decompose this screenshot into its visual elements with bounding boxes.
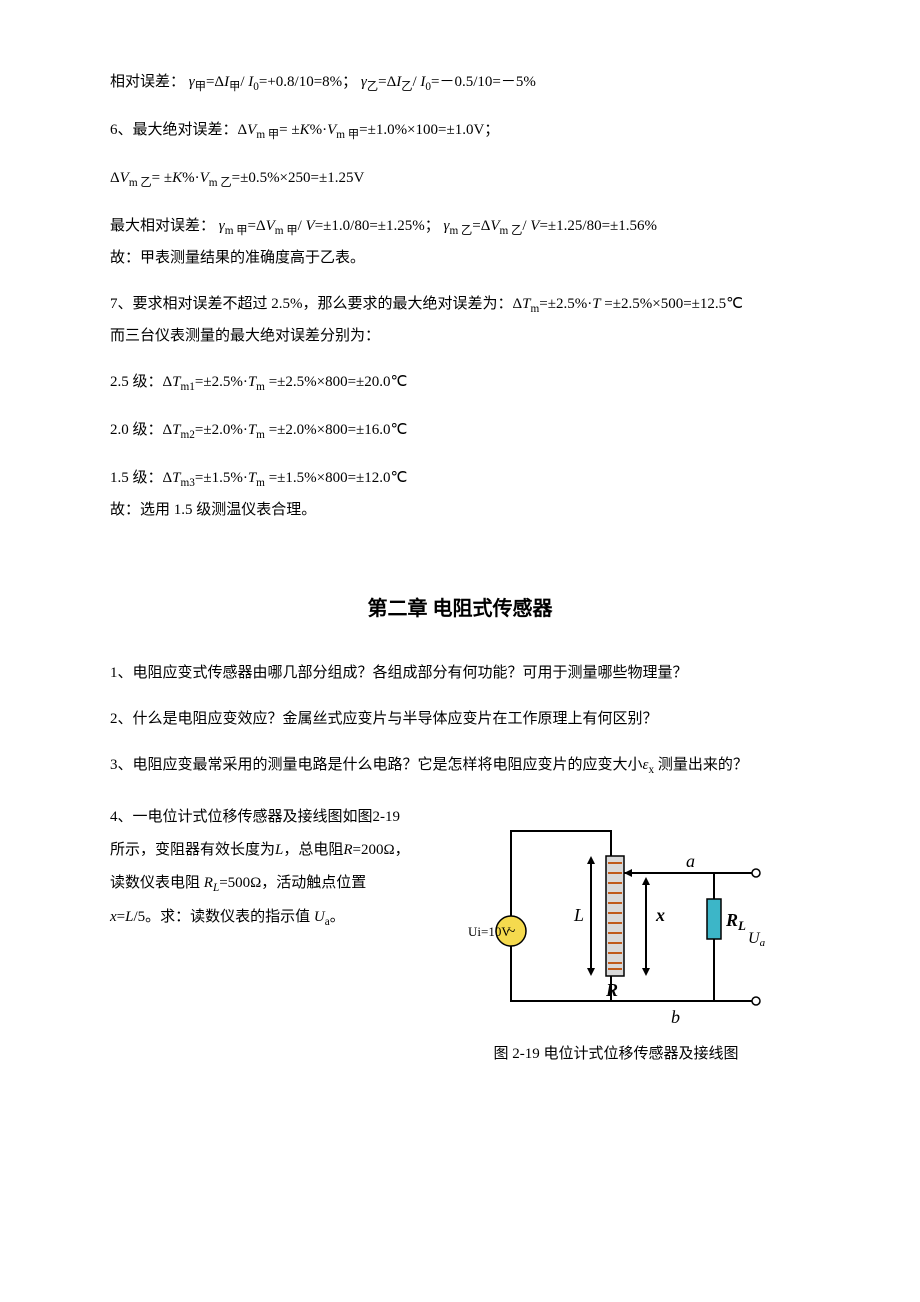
para-relative-error: 相对误差： γ甲=ΔI甲/ I0=+0.8/10=8%； γ乙=ΔI乙/ I0=… (110, 70, 810, 96)
question-3: 3、电阻应变最常采用的测量电路是什么电路？它是怎样将电阻应变片的应变大小εx 测… (110, 753, 810, 779)
question-1: 1、电阻应变式传感器由哪几部分组成？各组成部分有何功能？可用于测量哪些物理量？ (110, 661, 810, 685)
para-q6-conclusion: 故：甲表测量结果的准确度高于乙表。 (110, 246, 810, 270)
para-q6-line1: 6、最大绝对误差：ΔVm 甲= ±K%·Vm 甲=±1.0%×100=±1.0V… (110, 118, 810, 144)
para-q7-level25: 2.5 级：ΔTm1=±2.5%·Tm =±2.5%×800=±20.0℃ (110, 370, 810, 396)
terminal-b (752, 997, 760, 1005)
para-q6-line2: ΔVm 乙= ±K%·Vm 乙=±0.5%×250=±1.25V (110, 166, 810, 192)
slider-arrow-icon (624, 869, 632, 877)
figure-caption: 图 2-19 电位计式位移传感器及接线图 (422, 1042, 810, 1063)
source-label: Ui=10V (468, 924, 511, 939)
label-R: R (605, 980, 618, 1000)
para-q7-conclusion: 故：选用 1.5 级测温仪表合理。 (110, 498, 810, 522)
label-x: x (655, 905, 665, 925)
question-4-block: 4、一电位计式位移传感器及接线图如图2-19 所示，变阻器有效长度为L，总电阻R… (110, 801, 810, 1063)
question-4-text: 4、一电位计式位移传感器及接线图如图2-19 所示，变阻器有效长度为L，总电阻R… (110, 801, 410, 935)
label-a: a (686, 851, 695, 871)
para-q7-level20: 2.0 级：ΔTm2=±2.0%·Tm =±2.0%×800=±16.0℃ (110, 418, 810, 444)
label-RL: RL (725, 910, 746, 933)
label-b: b (671, 1007, 680, 1027)
label-L: L (573, 905, 584, 925)
figure-2-19: ~ Ui=10V (422, 801, 810, 1063)
circuit-diagram: ~ Ui=10V (456, 801, 776, 1031)
para-q7-line1: 7、要求相对误差不超过 2.5%，那么要求的最大绝对误差为：ΔTm=±2.5%·… (110, 292, 810, 318)
page: 相对误差： γ甲=ΔI甲/ I0=+0.8/10=8%； γ乙=ΔI乙/ I0=… (0, 0, 920, 1302)
para-q7-level15: 1.5 级：ΔTm3=±1.5%·Tm =±1.5%×800=±12.0℃ (110, 466, 810, 492)
load-resistor (707, 899, 721, 939)
label-Ua: Ua (748, 930, 766, 949)
para-q6-line3: 最大相对误差： γm 甲=ΔVm 甲/ V=±1.0/80=±1.25%； γm… (110, 214, 810, 240)
para-q7-line2: 而三台仪表测量的最大绝对误差分别为： (110, 324, 810, 348)
chapter-title: 第二章 电阻式传感器 (110, 592, 810, 621)
question-2: 2、什么是电阻应变效应？金属丝式应变片与半导体应变片在工作原理上有何区别？ (110, 707, 810, 731)
terminal-a (752, 869, 760, 877)
